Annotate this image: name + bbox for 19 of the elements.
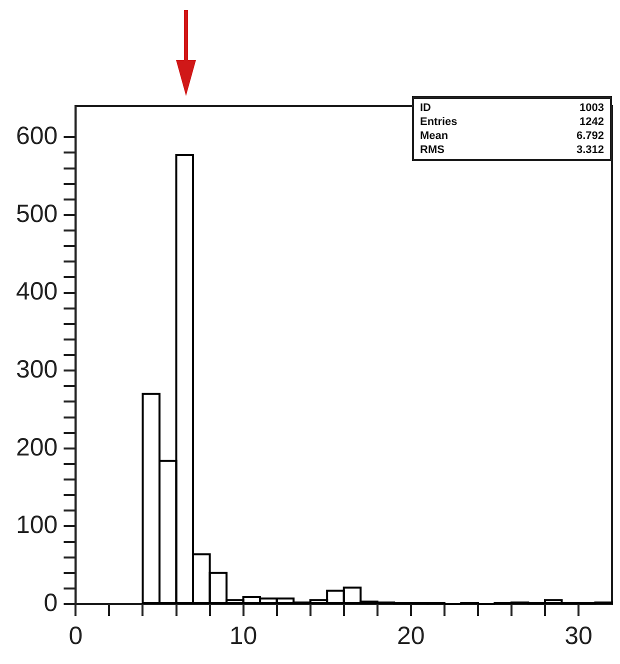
y-tick-label: 0 [44, 588, 58, 617]
annotation: 6.792 [576, 129, 604, 143]
x-tick-label: 20 [396, 622, 425, 650]
y-tick-label: 500 [16, 200, 58, 228]
x-tick-label: 0 [68, 622, 83, 650]
x-tick-label: 30 [564, 622, 592, 650]
y-tick-label: 100 [16, 511, 58, 540]
y-tick-label: 200 [16, 433, 58, 462]
annotation: 1242 [580, 115, 604, 129]
annotation: Entries [420, 115, 458, 129]
annotation: Mean [420, 129, 448, 143]
annotation: ID [420, 101, 431, 115]
y-tick-label: 400 [16, 278, 58, 306]
x-tick-label: 10 [229, 622, 258, 650]
y-tick-label: 300 [16, 355, 58, 384]
y-tick-label: 600 [16, 122, 58, 150]
annotation: RMS [420, 143, 444, 157]
annotation: 1003 [580, 101, 604, 115]
annotation: 3.312 [576, 143, 604, 157]
